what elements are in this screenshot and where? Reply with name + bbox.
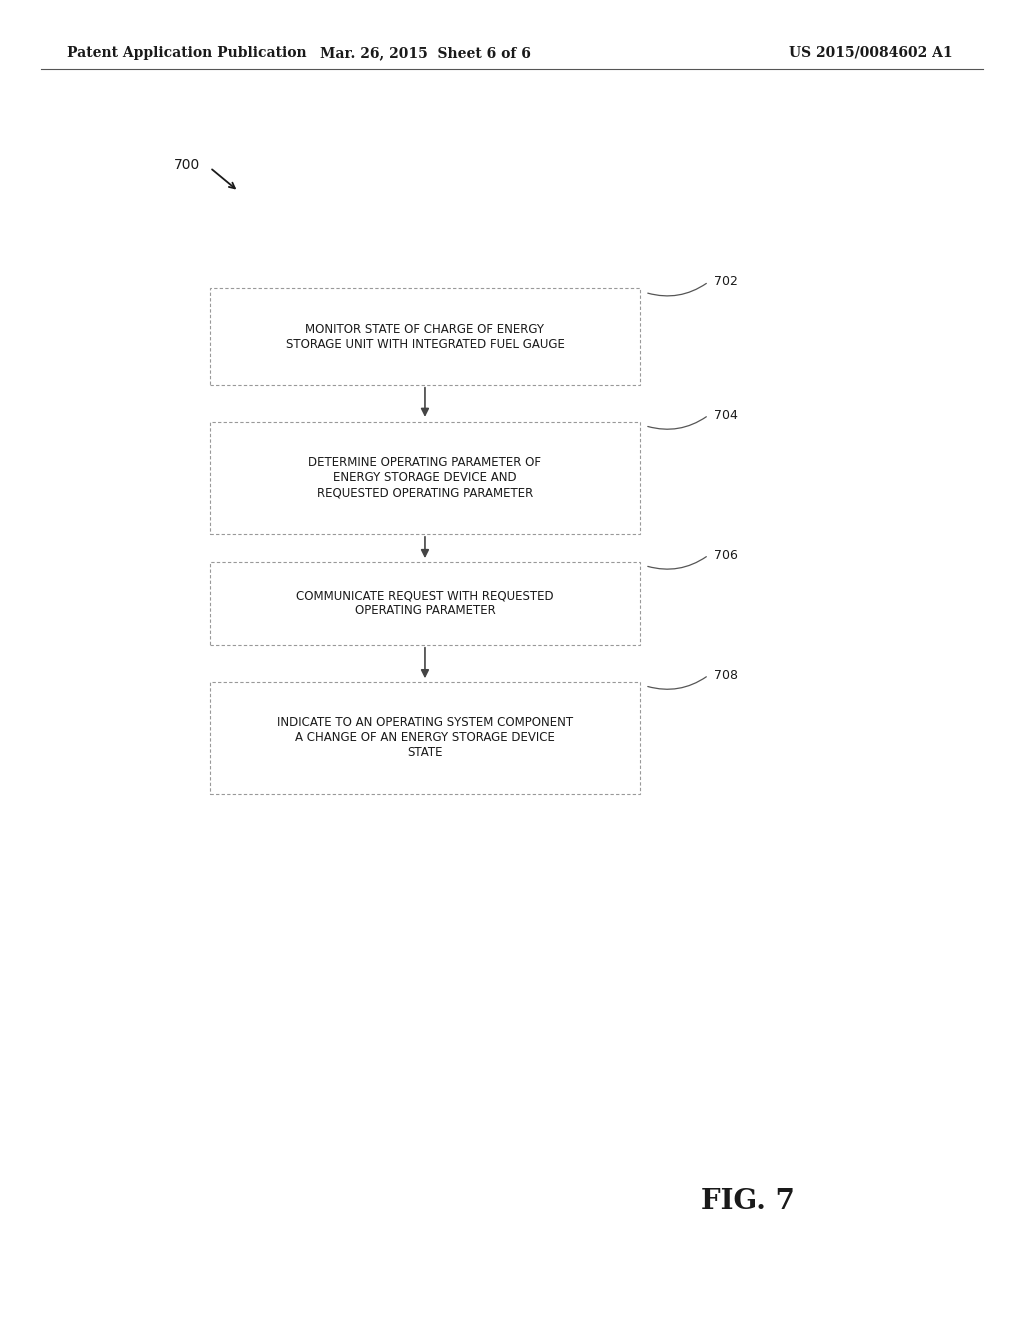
Text: FIG. 7: FIG. 7 xyxy=(700,1188,795,1214)
Text: Patent Application Publication: Patent Application Publication xyxy=(67,46,306,59)
Text: 700: 700 xyxy=(173,158,200,172)
Text: 704: 704 xyxy=(714,409,737,421)
Bar xyxy=(210,681,640,795)
Text: 702: 702 xyxy=(714,276,737,288)
Bar xyxy=(210,562,640,644)
Bar xyxy=(210,422,640,533)
Text: COMMUNICATE REQUEST WITH REQUESTED
OPERATING PARAMETER: COMMUNICATE REQUEST WITH REQUESTED OPERA… xyxy=(296,589,554,618)
Text: US 2015/0084602 A1: US 2015/0084602 A1 xyxy=(788,46,952,59)
Text: MONITOR STATE OF CHARGE OF ENERGY
STORAGE UNIT WITH INTEGRATED FUEL GAUGE: MONITOR STATE OF CHARGE OF ENERGY STORAG… xyxy=(286,322,564,351)
Bar xyxy=(210,289,640,385)
Text: Mar. 26, 2015  Sheet 6 of 6: Mar. 26, 2015 Sheet 6 of 6 xyxy=(319,46,530,59)
Text: 706: 706 xyxy=(714,549,737,561)
Text: DETERMINE OPERATING PARAMETER OF
ENERGY STORAGE DEVICE AND
REQUESTED OPERATING P: DETERMINE OPERATING PARAMETER OF ENERGY … xyxy=(308,457,542,499)
Text: 708: 708 xyxy=(714,669,737,681)
Text: INDICATE TO AN OPERATING SYSTEM COMPONENT
A CHANGE OF AN ENERGY STORAGE DEVICE
S: INDICATE TO AN OPERATING SYSTEM COMPONEN… xyxy=(276,717,573,759)
